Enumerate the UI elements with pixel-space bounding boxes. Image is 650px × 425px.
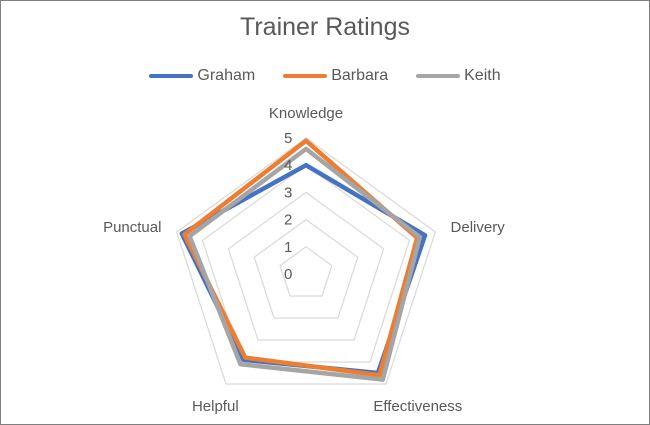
radial-tick-labels: 0 1 2 3 4 5 bbox=[284, 130, 292, 283]
grid-ring-1 bbox=[279, 246, 333, 297]
radar-grid bbox=[175, 137, 437, 385]
grid-ring-3 bbox=[227, 191, 385, 341]
legend-item-barbara: Barbara bbox=[283, 67, 388, 85]
grid-ring-4 bbox=[201, 164, 411, 363]
series-line-keith bbox=[187, 146, 423, 382]
legend-label-graham: Graham bbox=[197, 67, 256, 84]
legend-item-keith: Keith bbox=[416, 67, 501, 85]
legend-swatch-barbara bbox=[283, 74, 328, 78]
grid-ring-5 bbox=[175, 137, 437, 385]
tick-label-3: 3 bbox=[284, 184, 292, 201]
tick-label-2: 2 bbox=[284, 212, 292, 229]
legend-item-graham: Graham bbox=[149, 67, 255, 85]
category-label-knowledge: Knowledge bbox=[269, 105, 343, 122]
category-label-delivery: Delivery bbox=[451, 219, 506, 236]
legend-swatch-keith bbox=[416, 74, 461, 78]
radar-series bbox=[179, 138, 428, 382]
category-labels: Knowledge Delivery Effectiveness Helpful Pun… bbox=[103, 105, 505, 415]
chart-title: Trainer Ratings bbox=[240, 13, 410, 41]
legend-label-barbara: Barbara bbox=[331, 67, 389, 84]
tick-label-0: 0 bbox=[284, 266, 292, 283]
legend-label-keith: Keith bbox=[464, 67, 501, 84]
tick-label-1: 1 bbox=[284, 239, 292, 256]
legend-swatch-graham bbox=[149, 74, 194, 78]
grid-ring-2 bbox=[253, 218, 359, 319]
category-label-helpful: Helpful bbox=[192, 398, 239, 415]
category-label-effectiveness: Effectiveness bbox=[373, 398, 462, 415]
category-label-punctual: Punctual bbox=[103, 219, 161, 236]
legend: Graham Barbara Keith bbox=[1, 67, 649, 85]
tick-label-5: 5 bbox=[284, 130, 292, 147]
tick-label-4: 4 bbox=[284, 157, 292, 174]
